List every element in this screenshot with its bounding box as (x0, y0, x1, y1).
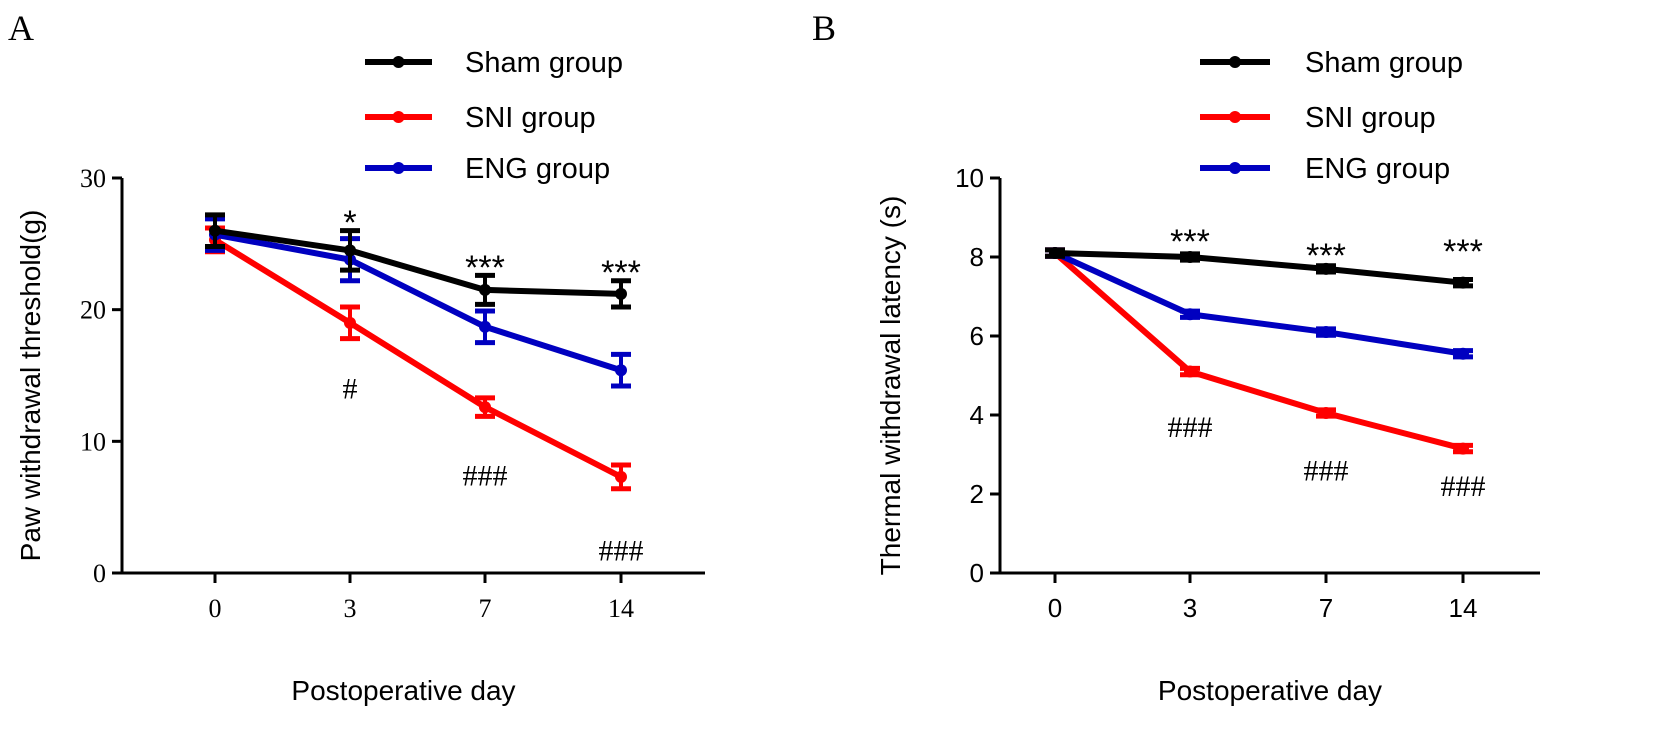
chart-b-sni-group-point (1184, 365, 1196, 378)
chart-a-x-tick-label: 0 (209, 594, 222, 623)
chart-a-legend-eng-group-marker (392, 162, 405, 174)
chart-b-x-tick-label: 3 (1183, 593, 1197, 623)
chart-a-y-tick-label: 0 (93, 559, 106, 588)
chart-a-legend-eng-group-label: ENG group (465, 153, 610, 185)
panel-label-a: A (8, 8, 34, 48)
chart-b-sham-group-point (1049, 247, 1061, 260)
chart-a-sham-group-point (209, 224, 221, 237)
chart-b-legend-eng-group-label: ENG group (1305, 153, 1450, 185)
chart-a-x-tick-label: 7 (479, 594, 492, 623)
chart-b-y-tick-label: 4 (970, 400, 984, 430)
chart-a-y-tick-label: 20 (80, 296, 106, 325)
chart-a-y-tick-label: 10 (80, 427, 106, 456)
chart-a-significance-hash: ### (463, 460, 508, 493)
chart-b-significance-hash: ### (1441, 470, 1486, 503)
chart-a-significance-hash: ### (599, 535, 644, 568)
chart-a-significance-hash: # (343, 373, 358, 406)
chart-b-significance-hash: ### (1168, 411, 1213, 444)
chart-b-legend-sni-group-label: SNI group (1305, 102, 1436, 134)
chart-b-legend-eng-group-marker (1229, 162, 1241, 174)
chart-a-sham-group-point (615, 287, 627, 300)
chart-b-significance-stars: *** (1443, 233, 1483, 271)
chart-b-sni-group-point (1457, 442, 1469, 455)
chart-a-significance-stars: *** (601, 254, 641, 292)
chart-a-x-tick-label: 14 (608, 594, 634, 623)
chart-a-sni-group-point (344, 316, 356, 329)
chart-b-sni-group-line (1053, 250, 1464, 452)
chart-a-legend-sham-group-marker (392, 56, 405, 68)
chart-b-sham-group-line (1054, 250, 1464, 286)
chart-a-y-axis-title: Paw withdrawal threshold(g) (15, 210, 46, 562)
chart-b-legend-sni-group-marker (1229, 111, 1241, 123)
chart-b-sham-group-point (1457, 276, 1469, 289)
chart-a-x-tick-label: 3 (344, 594, 357, 623)
chart-a-sham-group-line (214, 227, 622, 297)
panel-label-b: B (812, 8, 836, 48)
chart-a-legend-sni-group-marker (392, 111, 405, 123)
chart-a-sni-group-point (479, 401, 491, 414)
chart-b-sham-group-point (1184, 251, 1196, 263)
chart-a-sni-group-point (615, 470, 627, 483)
chart-b-legend-sham-group-marker (1229, 56, 1241, 68)
chart-a-x-axis-title: Postoperative day (291, 675, 515, 706)
chart-b-y-tick-label: 0 (970, 558, 984, 588)
chart-a-legend-sni-group-label: SNI group (465, 102, 596, 134)
chart-a-eng-group-point (479, 320, 491, 333)
chart-b-y-tick-label: 8 (970, 242, 984, 272)
chart-a-legend-sham-group-label: Sham group (465, 47, 623, 79)
chart-b-significance-stars: *** (1170, 223, 1210, 261)
chart-a-eng-group-line (214, 231, 622, 374)
chart-a-significance-stars: *** (465, 249, 505, 287)
chart-a-eng-group-point (615, 364, 627, 377)
chart-b-eng-group-line (1053, 250, 1464, 357)
chart-b-significance-stars: *** (1306, 237, 1346, 275)
chart-a-y-tick-label: 30 (80, 164, 106, 193)
chart-b-significance-hash: ### (1304, 454, 1349, 487)
chart-a-sham-group-point (344, 244, 356, 257)
chart-panel-b: 0 2 4 6 8 10 0 3 7 14 Postoperative day Thermal wit… (875, 47, 1540, 706)
chart-panel-a: 0 10 20 30 0 3 7 14 Postoperative day Paw withdra… (15, 47, 705, 706)
chart-b-x-axis-title: Postoperative day (1158, 675, 1382, 706)
chart-b-y-tick-label: 6 (970, 321, 984, 351)
chart-a-sham-group-point (479, 283, 491, 296)
chart-b-x-tick-label: 0 (1048, 593, 1062, 623)
chart-b-y-axis-title: Thermal withdrawal latency (s) (875, 196, 906, 576)
chart-b-x-tick-label: 7 (1319, 593, 1333, 623)
chart-b-eng-group-point (1457, 347, 1469, 360)
chart-b-x-tick-label: 14 (1449, 593, 1478, 623)
chart-b-eng-group-point (1320, 326, 1332, 339)
chart-a-significance-stars: * (343, 204, 356, 242)
chart-b-eng-group-point (1184, 308, 1196, 321)
chart-b-y-tick-label: 10 (955, 163, 984, 193)
chart-b-sni-group-point (1320, 407, 1332, 420)
chart-b-y-tick-label: 2 (970, 479, 984, 509)
chart-b-sham-group-point (1320, 262, 1332, 275)
chart-a-sni-group-line (213, 237, 623, 480)
chart-b-legend-sham-group-label: Sham group (1305, 47, 1463, 79)
